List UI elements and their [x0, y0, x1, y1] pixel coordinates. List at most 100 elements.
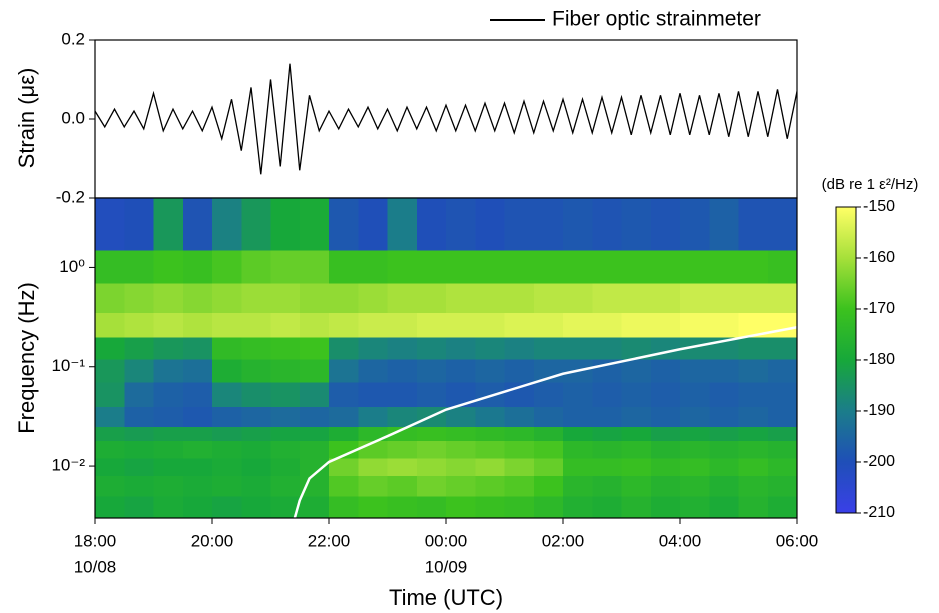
heatmap-cell — [475, 249, 505, 284]
heatmap-cell — [650, 406, 681, 428]
heatmap-cell — [358, 495, 388, 519]
heatmap-cell — [446, 282, 476, 314]
heatmap-cell — [212, 495, 242, 519]
heatmap-cell — [446, 249, 476, 284]
heatmap-cell — [241, 336, 271, 360]
heatmap-cell — [95, 406, 125, 428]
heatmap-cell — [387, 426, 418, 442]
heatmap-cell — [182, 495, 213, 519]
colorbar-tick-label: -180 — [863, 351, 895, 368]
heatmap-cell — [563, 495, 593, 519]
heatmap-cell — [124, 382, 154, 407]
heatmap-cell — [709, 426, 739, 442]
heatmap-cell — [475, 406, 505, 428]
heatmap-cell — [124, 312, 154, 338]
heatmap-cell — [182, 426, 213, 442]
heatmap-cell — [680, 475, 710, 497]
heatmap-cell — [387, 336, 418, 360]
heatmap-cell — [680, 495, 710, 519]
heatmap-cell — [533, 382, 564, 407]
heatmap-cell — [504, 440, 535, 459]
heatmap-cell — [738, 358, 769, 383]
heatmap-cell — [270, 458, 301, 477]
heatmap-cell — [738, 440, 769, 459]
heatmap-cell — [182, 249, 213, 284]
colorbar-tick-label: -160 — [863, 249, 895, 266]
heatmap-cell — [680, 406, 710, 428]
heatmap-cell — [446, 198, 476, 251]
heatmap-cell — [241, 282, 271, 314]
heatmap-cell — [358, 312, 388, 338]
heatmap-cell — [592, 282, 622, 314]
heatmap-cell — [738, 336, 769, 360]
heatmap-cell — [95, 198, 125, 251]
heatmap-cell — [621, 495, 652, 519]
heatmap-cell — [387, 458, 418, 477]
heatmap-cell — [358, 475, 388, 497]
heatmap-cell — [153, 458, 184, 477]
heatmap — [95, 198, 798, 519]
heatmap-cell — [358, 249, 388, 284]
y-tick-label: 10⁻¹ — [51, 356, 85, 375]
heatmap-cell — [212, 312, 242, 338]
heatmap-cell — [270, 312, 301, 338]
heatmap-cell — [475, 458, 505, 477]
heatmap-cell — [270, 495, 301, 519]
heatmap-cell — [738, 426, 769, 442]
heatmap-cell — [709, 312, 739, 338]
y-axis-label: Strain (με) — [14, 68, 39, 169]
heatmap-cell — [709, 198, 739, 251]
heatmap-cell — [153, 440, 184, 459]
heatmap-cell — [329, 458, 359, 477]
heatmap-cell — [680, 282, 710, 314]
heatmap-cell — [767, 336, 798, 360]
heatmap-cell — [650, 495, 681, 519]
heatmap-cell — [270, 358, 301, 383]
heatmap-cell — [446, 495, 476, 519]
heatmap-cell — [680, 382, 710, 407]
heatmap-cell — [270, 249, 301, 284]
heatmap-cell — [153, 312, 184, 338]
heatmap-cell — [387, 198, 418, 251]
heatmap-cell — [475, 426, 505, 442]
heatmap-cell — [387, 406, 418, 428]
heatmap-cell — [680, 249, 710, 284]
heatmap-cell — [241, 495, 271, 519]
heatmap-cell — [709, 495, 739, 519]
heatmap-cell — [767, 475, 798, 497]
heatmap-cell — [504, 475, 535, 497]
heatmap-cell — [241, 458, 271, 477]
heatmap-cell — [270, 440, 301, 459]
heatmap-cell — [563, 458, 593, 477]
heatmap-cell — [533, 495, 564, 519]
heatmap-cell — [212, 406, 242, 428]
heatmap-cell — [299, 282, 330, 314]
heatmap-cell — [241, 358, 271, 383]
heatmap-cell — [709, 475, 739, 497]
heatmap-cell — [358, 406, 388, 428]
heatmap-cell — [592, 495, 622, 519]
y-tick-label: -0.2 — [56, 187, 85, 206]
heatmap-cell — [621, 475, 652, 497]
heatmap-cell — [416, 475, 447, 497]
heatmap-cell — [446, 475, 476, 497]
heatmap-cell — [212, 198, 242, 251]
heatmap-cell — [621, 336, 652, 360]
heatmap-cell — [270, 198, 301, 251]
colorbar-tick-label: -190 — [863, 402, 895, 419]
heatmap-cell — [621, 406, 652, 428]
heatmap-cell — [621, 282, 652, 314]
heatmap-cell — [592, 249, 622, 284]
heatmap-cell — [504, 382, 535, 407]
heatmap-cell — [738, 495, 769, 519]
y-tick-label: 10⁻² — [51, 456, 85, 475]
heatmap-cell — [563, 475, 593, 497]
heatmap-cell — [592, 458, 622, 477]
heatmap-cell — [416, 312, 447, 338]
heatmap-cell — [212, 358, 242, 383]
heatmap-cell — [767, 426, 798, 442]
x-axis-label: Time (UTC) — [389, 585, 503, 610]
heatmap-cell — [621, 440, 652, 459]
heatmap-cell — [270, 382, 301, 407]
